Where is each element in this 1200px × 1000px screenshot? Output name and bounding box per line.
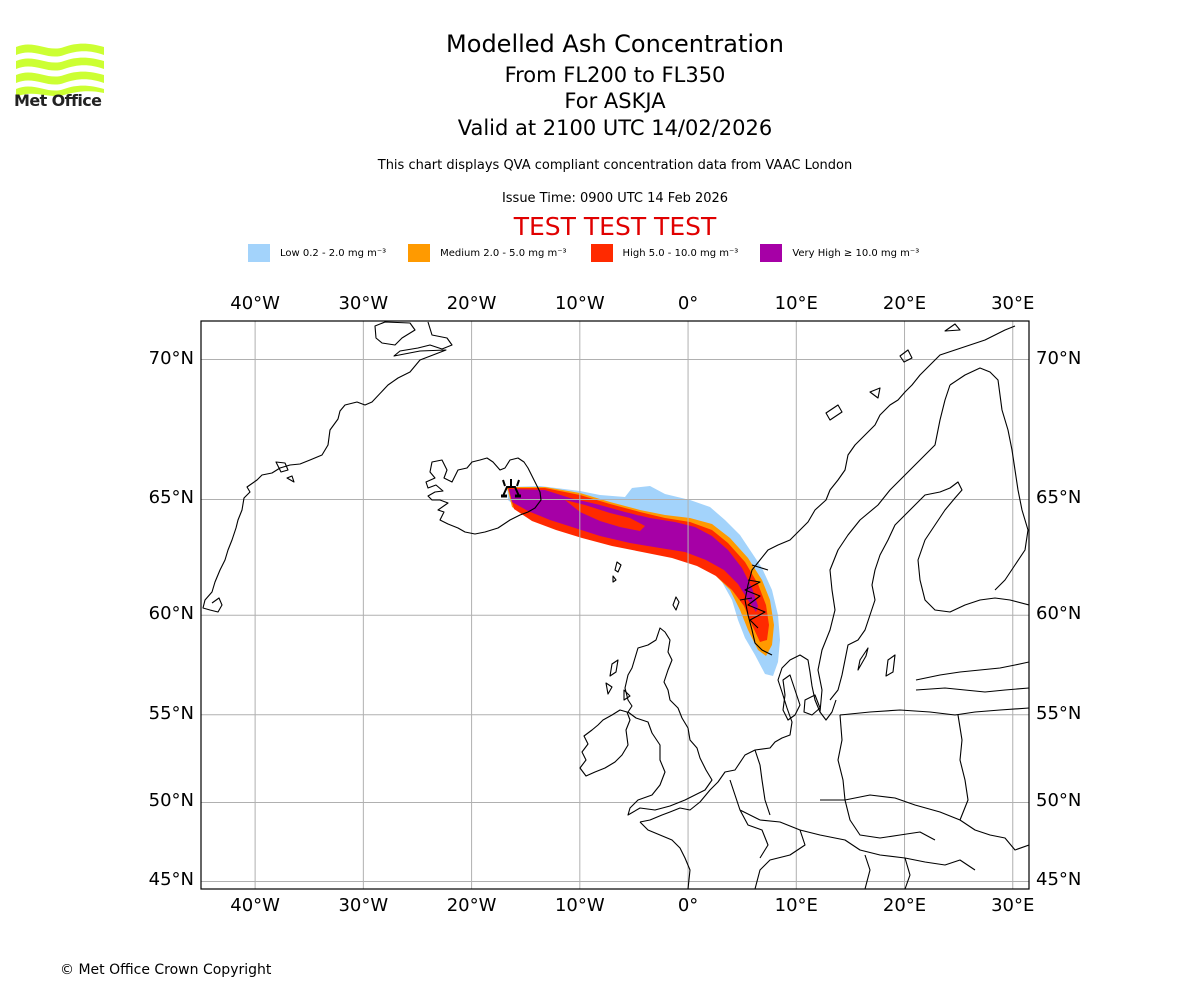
ash-plume-very-high xyxy=(509,489,758,612)
lat-tick-label-left: 70°N xyxy=(148,347,194,369)
test-banner: TEST TEST TEST xyxy=(513,212,717,241)
lon-tick-label-bottom: 10°W xyxy=(554,895,605,916)
coastline-hebrides xyxy=(605,659,631,701)
volcano-name: For ASKJA xyxy=(564,89,666,113)
lat-tick-label-left: 55°N xyxy=(148,702,194,724)
ash-plume-high-streak xyxy=(565,500,645,531)
border-finland xyxy=(949,367,1029,591)
legend-label-very-high: Very High ≥ 10.0 mg m⁻³ xyxy=(792,247,920,259)
lon-tick-label-top: 10°E xyxy=(774,293,818,314)
chart-title: Modelled Ash Concentration xyxy=(446,30,784,58)
coastlines xyxy=(202,321,1029,889)
lat-tick-label-right: 60°N xyxy=(1036,603,1082,625)
lon-tick-label-bottom: 0° xyxy=(677,895,699,916)
borders-central-europe xyxy=(754,661,1029,889)
legend-swatch-very-high xyxy=(760,244,783,262)
lat-tick-label-right: 50°N xyxy=(1036,790,1082,812)
lat-tick-label-right: 45°N xyxy=(1036,869,1082,891)
legend-swatch-low xyxy=(248,244,270,262)
coastline-norway-islands xyxy=(825,323,961,421)
coastline-norway-west-fjords xyxy=(739,564,769,629)
met-office-logo-icon xyxy=(16,43,104,97)
legend-item-very-high: Very High ≥ 10.0 mg m⁻³ xyxy=(760,244,919,262)
lon-tick-label-top: 20°W xyxy=(446,293,497,314)
lat-tick-label-right: 65°N xyxy=(1036,487,1082,509)
met-office-logo-text: Met Office xyxy=(14,91,102,110)
coastline-sweden-baltic xyxy=(829,481,1029,701)
lat-tick-label-left: 60°N xyxy=(148,603,194,625)
coastline-greenland xyxy=(202,321,453,613)
issue-time: Issue Time: 0900 UTC 14 Feb 2026 xyxy=(501,191,729,206)
lon-tick-label-bottom: 40°W xyxy=(230,895,280,916)
lon-tick-label-top: 20°E xyxy=(882,293,927,314)
coastline-norway xyxy=(744,325,1016,656)
coastline-faroe xyxy=(612,561,622,583)
coastline-shetland xyxy=(672,596,680,611)
gridlines xyxy=(201,321,1029,889)
lon-tick-label-top: 30°E xyxy=(991,293,1035,314)
coastline-greenland-islands xyxy=(275,461,295,483)
lon-tick-label-bottom: 20°W xyxy=(446,895,497,916)
coastline-iceland xyxy=(425,457,542,535)
borders-western-europe xyxy=(729,749,771,859)
valid-time: Valid at 2100 UTC 14/02/2026 xyxy=(457,116,773,140)
legend-label-high: High 5.0 - 10.0 mg m⁻³ xyxy=(622,247,739,259)
copyright-notice: © Met Office Crown Copyright xyxy=(60,962,272,978)
lon-tick-label-top: 0° xyxy=(677,293,699,314)
coastline-europe-west xyxy=(639,654,837,823)
lon-tick-label-top: 10°W xyxy=(554,293,605,314)
lon-tick-label-bottom: 10°E xyxy=(774,895,818,916)
legend-item-medium: Medium 2.0 - 5.0 mg m⁻³ xyxy=(408,244,567,262)
legend-item-low: Low 0.2 - 2.0 mg m⁻³ xyxy=(248,244,386,262)
map-frame xyxy=(200,320,1030,890)
legend-swatch-medium xyxy=(408,244,431,262)
lat-tick-label-right: 55°N xyxy=(1036,702,1082,724)
chart-subtitle: This chart displays QVA compliant concen… xyxy=(377,158,853,173)
lon-tick-label-bottom: 30°W xyxy=(338,895,389,916)
legend: Low 0.2 - 2.0 mg m⁻³ Medium 2.0 - 5.0 mg… xyxy=(248,243,919,263)
flight-levels: From FL200 to FL350 xyxy=(504,63,726,87)
legend-label-medium: Medium 2.0 - 5.0 mg m⁻³ xyxy=(440,247,567,259)
border-norway-sweden xyxy=(817,384,951,713)
coastline-great-britain xyxy=(624,627,713,816)
lat-tick-label-right: 70°N xyxy=(1036,347,1082,369)
coastline-ireland xyxy=(579,709,631,777)
coastline-brittany xyxy=(639,821,691,889)
ash-plume xyxy=(507,486,780,676)
lon-tick-label-bottom: 20°E xyxy=(882,895,927,916)
legend-label-low: Low 0.2 - 2.0 mg m⁻³ xyxy=(280,247,387,259)
lon-tick-label-top: 40°W xyxy=(230,293,280,314)
lat-tick-label-left: 65°N xyxy=(148,487,194,509)
volcano-icon xyxy=(501,479,521,498)
legend-swatch-high xyxy=(590,244,613,262)
legend-item-high: High 5.0 - 10.0 mg m⁻³ xyxy=(590,244,739,262)
lat-tick-label-left: 45°N xyxy=(148,869,194,891)
coastline-denmark xyxy=(782,674,821,721)
lat-tick-label-left: 50°N xyxy=(148,790,194,812)
coastline-gotland xyxy=(857,647,896,677)
lon-tick-label-bottom: 30°E xyxy=(991,895,1035,916)
lon-tick-label-top: 30°W xyxy=(338,293,389,314)
